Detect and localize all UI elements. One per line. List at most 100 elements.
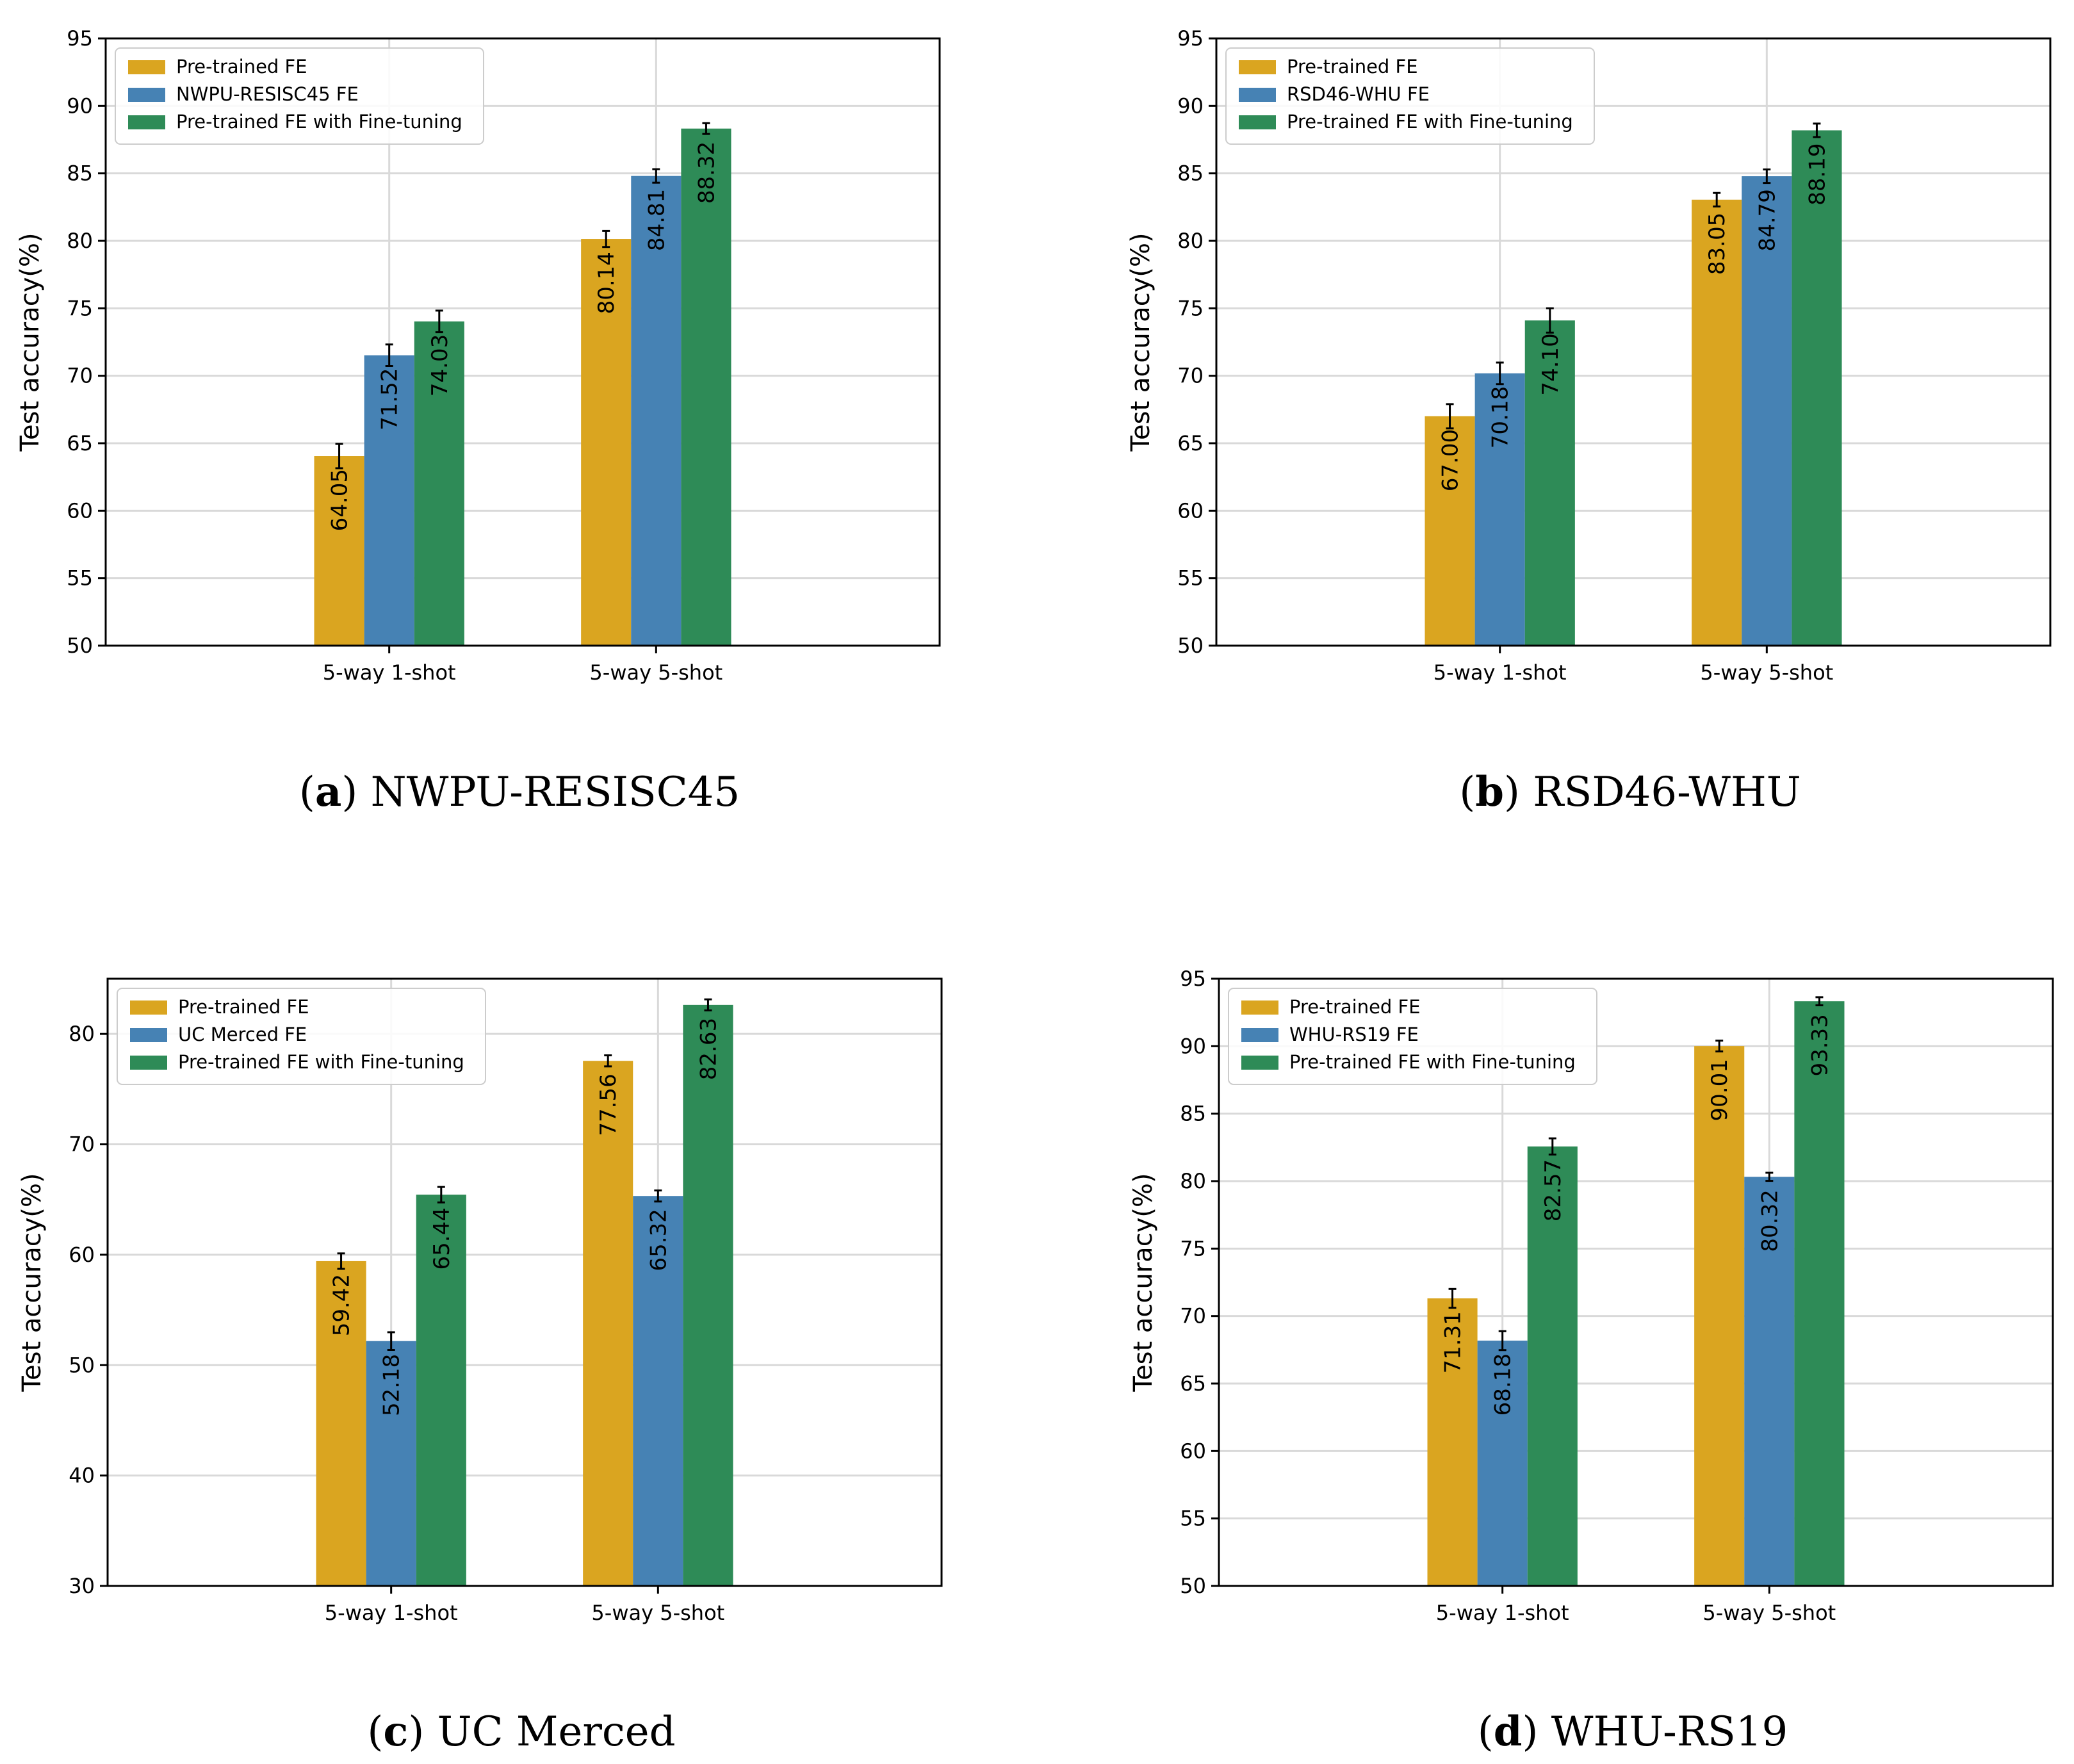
legend-label-3: Pre-trained FE with Fine-tuning (1289, 1051, 1576, 1073)
bar-value-label: 74.10 (1538, 333, 1564, 395)
legend-label-2: UC Merced FE (178, 1024, 307, 1045)
caption-paren-close: ) (1504, 769, 1533, 816)
bar-3-1 (1527, 1146, 1578, 1586)
legend-swatch-2 (128, 88, 165, 102)
y-tick-label: 90 (1180, 1034, 1206, 1058)
y-tick-label: 75 (1180, 1236, 1206, 1261)
legend-swatch-3 (1239, 115, 1276, 129)
bar-2-1 (366, 1341, 416, 1586)
legend (117, 988, 486, 1085)
y-tick-label: 40 (69, 1464, 95, 1488)
caption-paren-open: ( (299, 769, 315, 816)
chart-panel-b: 67.00 83.05 70.18 84.79 74.10 88.19 50 55 60 65 70… (1126, 26, 2052, 816)
legend-swatch-2 (1241, 1028, 1278, 1042)
bar-1-1 (314, 456, 364, 646)
y-tick-label: 30 (69, 1574, 95, 1598)
legend-label-1: Pre-trained FE (1289, 996, 1421, 1018)
bar-value-label: 84.81 (644, 189, 669, 251)
bar-value-label: 52.18 (379, 1354, 405, 1416)
y-tick-label: 85 (67, 161, 93, 186)
bar-2-2 (633, 1196, 683, 1586)
bar-value-label: 82.57 (1540, 1159, 1566, 1221)
bar-value-label: 68.18 (1490, 1353, 1516, 1416)
legend-label-3: Pre-trained FE with Fine-tuning (176, 111, 462, 133)
bar-value-label: 80.14 (594, 252, 619, 314)
plot-frame (1218, 977, 2054, 1587)
y-tick-label: 50 (1180, 1574, 1206, 1598)
y-tick-label: 60 (67, 498, 93, 523)
legend-label-1: Pre-trained FE (1287, 56, 1418, 78)
y-tick-label: 70 (1177, 364, 1204, 388)
bar-value-label: 90.01 (1707, 1059, 1733, 1121)
y-tick-label: 85 (1180, 1102, 1206, 1126)
caption-paren-open: ( (1459, 769, 1475, 816)
legend-swatch-2 (1239, 88, 1276, 102)
legend-label-2: RSD46-WHU FE (1287, 83, 1430, 105)
bar-2-1 (364, 355, 414, 646)
y-tick-label: 70 (69, 1132, 95, 1157)
bar-value-label: 80.32 (1757, 1189, 1783, 1252)
chart-panel-d: 71.31 90.01 68.18 80.32 82.57 93.33 50 55 60 65 70… (1129, 967, 2054, 1756)
caption-paren-open: ( (1478, 1708, 1494, 1756)
bar-value-label: 71.52 (377, 368, 403, 430)
caption-paren-close: ) (408, 1708, 437, 1756)
caption-paren-open: ( (367, 1708, 383, 1756)
bar-value-label: 88.32 (694, 142, 719, 204)
y-tick-label: 60 (69, 1243, 95, 1267)
y-tick-label: 85 (1177, 161, 1204, 186)
y-tick-label: 80 (1177, 229, 1204, 253)
caption-title: WHU-RS19 (1551, 1708, 1788, 1756)
x-tick-label: 5-way 1-shot (323, 660, 456, 685)
legend (1228, 988, 1597, 1085)
bar-3-2 (683, 1004, 733, 1586)
bar-value-label: 65.32 (646, 1209, 671, 1271)
legend-label-3: Pre-trained FE with Fine-tuning (1287, 111, 1573, 133)
bar-value-label: 71.31 (1441, 1311, 1466, 1373)
y-tick-label: 80 (67, 229, 93, 253)
bar-1-1 (1427, 1298, 1478, 1586)
legend-swatch-1 (128, 60, 165, 74)
bar-1-1 (316, 1261, 366, 1586)
bar-value-label: 64.05 (327, 469, 353, 531)
bar-value-label: 84.79 (1754, 189, 1780, 251)
bar-value-label: 74.03 (427, 334, 453, 396)
legend-label-2: WHU-RS19 FE (1289, 1024, 1419, 1045)
y-tick-label: 95 (67, 26, 93, 51)
bar-2-1 (1474, 373, 1525, 646)
y-tick-label: 60 (1177, 498, 1204, 523)
x-tick-label: 5-way 5-shot (1700, 660, 1833, 685)
y-tick-label: 50 (67, 633, 93, 658)
bar-2-2 (1744, 1177, 1795, 1586)
y-tick-label: 55 (67, 566, 93, 591)
x-tick-label: 5-way 5-shot (1702, 1601, 1836, 1625)
legend-swatch-2 (130, 1028, 167, 1042)
bar-3-1 (414, 321, 464, 646)
panel-caption: (d) WHU-RS19 (1478, 1708, 1788, 1756)
y-tick-label: 50 (1177, 633, 1204, 658)
bar-value-label: 65.44 (429, 1207, 455, 1270)
caption-title: UC Merced (437, 1708, 676, 1756)
bar-1-2 (583, 1061, 633, 1586)
bar-value-label: 82.63 (696, 1018, 721, 1080)
y-axis-title: Test accuracy(%) (1126, 233, 1155, 452)
legend-swatch-1 (130, 1000, 167, 1015)
caption-paren-close: ) (1522, 1708, 1551, 1756)
panel-caption: (c) UC Merced (367, 1708, 675, 1756)
bar-value-label: 88.19 (1804, 143, 1830, 205)
y-axis-title: Test accuracy(%) (15, 233, 45, 452)
bar-3-2 (1792, 130, 1842, 646)
bar-value-label: 70.18 (1488, 386, 1514, 448)
y-axis-title: Test accuracy(%) (1129, 1173, 1158, 1392)
legend-label-1: Pre-trained FE (178, 996, 309, 1018)
bar-2-2 (631, 176, 682, 646)
y-tick-label: 95 (1177, 26, 1204, 51)
y-tick-label: 65 (67, 431, 93, 455)
legend (115, 47, 484, 145)
y-tick-label: 55 (1180, 1507, 1206, 1531)
bar-3-2 (681, 128, 731, 646)
y-tick-label: 80 (69, 1022, 95, 1046)
x-tick-label: 5-way 1-shot (325, 1601, 458, 1625)
bar-value-label: 83.05 (1704, 213, 1730, 275)
bar-value-label: 67.00 (1438, 429, 1464, 491)
bar-value-label: 93.33 (1807, 1014, 1833, 1076)
